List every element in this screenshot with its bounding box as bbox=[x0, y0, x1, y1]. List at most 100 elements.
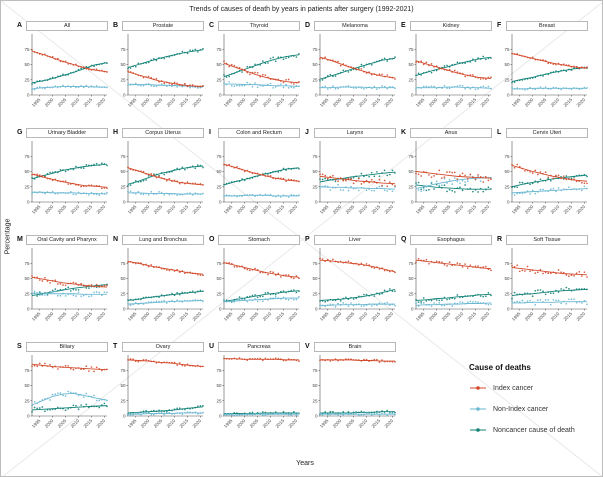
svg-text:1995: 1995 bbox=[223, 204, 234, 215]
panel-title: Soft Tissue bbox=[506, 234, 588, 245]
panel-plot: 0 25 50 75 1995 2000 2005 2010 2015 2020 bbox=[24, 34, 108, 108]
panel-title: Prostate bbox=[122, 20, 204, 31]
svg-text:2005: 2005 bbox=[441, 311, 452, 322]
svg-text:2010: 2010 bbox=[262, 204, 273, 215]
svg-text:75: 75 bbox=[216, 47, 222, 52]
panel-title: Brain bbox=[314, 341, 396, 352]
svg-text:75: 75 bbox=[312, 47, 318, 52]
panel-plot: 0 25 50 75 1995 2000 2005 2010 2015 2020 bbox=[120, 34, 204, 108]
svg-text:25: 25 bbox=[120, 77, 126, 82]
svg-text:2015: 2015 bbox=[179, 311, 190, 322]
svg-text:1995: 1995 bbox=[415, 97, 426, 108]
svg-text:0: 0 bbox=[123, 414, 126, 419]
panel-G: G Urinary Bladder 0 25 50 75 1995 2000 2005 2010 2… bbox=[17, 127, 113, 234]
svg-text:2000: 2000 bbox=[44, 311, 55, 322]
svg-text:2015: 2015 bbox=[83, 204, 94, 215]
panel-K: K Anus 0 25 50 75 1995 2000 2005 2010 2015 2020 bbox=[401, 127, 497, 234]
svg-text:0: 0 bbox=[123, 93, 126, 98]
svg-text:0: 0 bbox=[219, 414, 222, 419]
svg-text:1995: 1995 bbox=[31, 418, 42, 429]
svg-text:2005: 2005 bbox=[345, 311, 356, 322]
panel-letter: D bbox=[305, 22, 311, 29]
svg-text:0: 0 bbox=[315, 200, 318, 205]
legend-marker-noncancer-icon bbox=[470, 428, 486, 432]
svg-text:50: 50 bbox=[120, 169, 126, 174]
svg-text:0: 0 bbox=[411, 307, 414, 312]
panel-title: Colon and Rectum bbox=[218, 127, 300, 138]
panel-plot: 0 25 50 75 1995 2000 2005 2010 2015 2020 bbox=[216, 355, 300, 429]
svg-text:50: 50 bbox=[120, 383, 126, 388]
svg-text:2020: 2020 bbox=[96, 311, 107, 322]
svg-text:2010: 2010 bbox=[358, 97, 369, 108]
svg-text:0: 0 bbox=[123, 307, 126, 312]
panel-plot: 0 25 50 75 1995 2000 2005 2010 2015 2020 bbox=[24, 141, 108, 215]
panel-plot: 0 25 50 75 1995 2000 2005 2010 2015 2020 bbox=[312, 34, 396, 108]
svg-text:0: 0 bbox=[507, 200, 510, 205]
svg-text:50: 50 bbox=[504, 276, 510, 281]
svg-text:2010: 2010 bbox=[550, 97, 561, 108]
svg-text:25: 25 bbox=[408, 77, 414, 82]
panel-plot: 0 25 50 75 1995 2000 2005 2010 2015 2020 bbox=[216, 141, 300, 215]
svg-text:2005: 2005 bbox=[57, 418, 68, 429]
panel-letter: E bbox=[401, 22, 406, 29]
panel-T: T Ovary 0 25 50 75 1995 2000 2005 2010 2015 2020 bbox=[113, 341, 209, 448]
svg-text:2010: 2010 bbox=[70, 204, 81, 215]
svg-text:2000: 2000 bbox=[236, 204, 247, 215]
svg-text:2015: 2015 bbox=[563, 311, 574, 322]
svg-text:25: 25 bbox=[24, 291, 30, 296]
svg-text:2015: 2015 bbox=[371, 418, 382, 429]
panel-plot: 0 25 50 75 1995 2000 2005 2010 2015 2020 bbox=[504, 248, 588, 322]
svg-text:0: 0 bbox=[507, 93, 510, 98]
svg-text:50: 50 bbox=[24, 383, 30, 388]
svg-text:0: 0 bbox=[219, 93, 222, 98]
panel-E: E Kidney 0 25 50 75 1995 2000 2005 2010 2015 2020 bbox=[401, 20, 497, 127]
svg-text:2000: 2000 bbox=[332, 97, 343, 108]
svg-text:2005: 2005 bbox=[57, 204, 68, 215]
svg-text:2010: 2010 bbox=[70, 418, 81, 429]
svg-text:1995: 1995 bbox=[511, 204, 522, 215]
svg-text:75: 75 bbox=[504, 47, 510, 52]
panel-plot: 0 25 50 75 1995 2000 2005 2010 2015 2020 bbox=[120, 248, 204, 322]
svg-text:75: 75 bbox=[504, 261, 510, 266]
svg-text:2000: 2000 bbox=[236, 97, 247, 108]
svg-text:1995: 1995 bbox=[319, 204, 330, 215]
svg-text:0: 0 bbox=[123, 200, 126, 205]
svg-text:2005: 2005 bbox=[345, 97, 356, 108]
panel-title: All bbox=[26, 20, 108, 31]
svg-text:75: 75 bbox=[120, 368, 126, 373]
panel-J: J Larynx 0 25 50 75 1995 2000 2005 2010 2015 2020 bbox=[305, 127, 401, 234]
svg-text:2015: 2015 bbox=[179, 97, 190, 108]
svg-text:75: 75 bbox=[216, 261, 222, 266]
svg-text:2010: 2010 bbox=[166, 418, 177, 429]
svg-text:2020: 2020 bbox=[384, 204, 395, 215]
panel-title: Breast bbox=[506, 20, 588, 31]
svg-text:2015: 2015 bbox=[275, 204, 286, 215]
svg-text:1995: 1995 bbox=[511, 311, 522, 322]
panel-letter: R bbox=[497, 236, 503, 243]
svg-text:0: 0 bbox=[315, 307, 318, 312]
svg-text:1995: 1995 bbox=[415, 204, 426, 215]
svg-text:2010: 2010 bbox=[262, 418, 273, 429]
svg-text:0: 0 bbox=[27, 414, 30, 419]
svg-text:25: 25 bbox=[216, 291, 222, 296]
svg-text:50: 50 bbox=[312, 383, 318, 388]
legend-label: Non-Index cancer bbox=[493, 405, 549, 413]
legend-entry: Non-Index cancer bbox=[469, 405, 601, 413]
svg-text:75: 75 bbox=[120, 154, 126, 159]
panel-R: R Soft Tissue 0 25 50 75 1995 2000 2005 2010 2015 2… bbox=[497, 234, 593, 341]
panel-Q: Q Esophagus 0 25 50 75 1995 2000 2005 2010 2015 202… bbox=[401, 234, 497, 341]
panel-letter: Q bbox=[401, 236, 407, 243]
panel-plot: 0 25 50 75 1995 2000 2005 2010 2015 2020 bbox=[408, 34, 492, 108]
panel-title: Oral Cavity and Pharynx bbox=[26, 234, 108, 245]
svg-text:2000: 2000 bbox=[332, 204, 343, 215]
svg-text:0: 0 bbox=[507, 307, 510, 312]
svg-text:2020: 2020 bbox=[96, 418, 107, 429]
panel-plot: 0 25 50 75 1995 2000 2005 2010 2015 2020 bbox=[312, 141, 396, 215]
legend-entries: Index cancer Non-Index cancer Noncancer ca… bbox=[469, 384, 601, 434]
svg-text:50: 50 bbox=[504, 169, 510, 174]
svg-text:0: 0 bbox=[411, 93, 414, 98]
svg-text:2010: 2010 bbox=[550, 311, 561, 322]
panel-O: O Stomach 0 25 50 75 1995 2000 2005 2010 2015 2020 bbox=[209, 234, 305, 341]
svg-text:2000: 2000 bbox=[236, 311, 247, 322]
svg-text:2020: 2020 bbox=[480, 204, 491, 215]
